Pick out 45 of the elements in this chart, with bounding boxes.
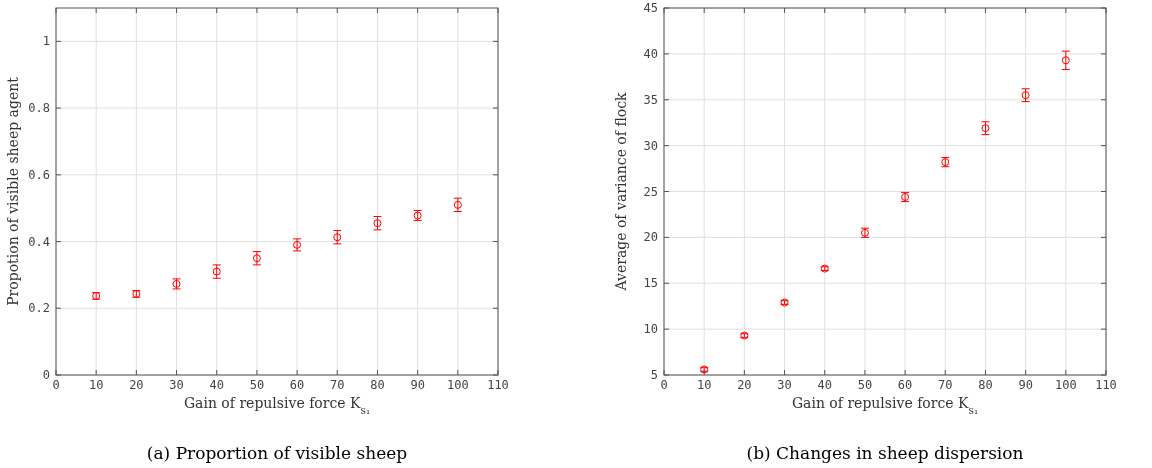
x-tick-label: 10: [696, 378, 712, 392]
y-axis-title: Average of variance of flock: [613, 91, 629, 292]
x-tick-label: 20: [737, 378, 752, 392]
y-axis-title: Propotion of visible sheep agent: [5, 76, 21, 306]
y-tick-label: 45: [643, 1, 658, 15]
x-tick-label: 100: [1054, 378, 1077, 392]
x-tick-label: 90: [1018, 378, 1033, 392]
x-tick-label: 50: [857, 378, 873, 392]
x-tick-label: 70: [330, 378, 345, 392]
x-tick-label: 100: [446, 378, 469, 392]
x-tick-label: 30: [169, 378, 184, 392]
x-tick-label: 40: [817, 378, 832, 392]
x-tick-label: 50: [249, 378, 265, 392]
y-tick-label: 10: [643, 322, 658, 337]
y-tick-label: 1: [42, 34, 50, 49]
y-tick-label: 0.6: [28, 167, 50, 182]
text: (b) Changes in sheep dispersion: [746, 443, 1024, 463]
x-axis-title: Gain of repulsive force K$_{s₁}$: [183, 395, 371, 416]
x-axis-title: Gain of repulsive force K$_{s₁}$: [791, 395, 979, 416]
y-tick-label: 0: [42, 368, 50, 382]
y-tick-label: 5: [650, 368, 658, 382]
x-tick-label: 40: [209, 378, 224, 392]
y-tick-label: 40: [643, 46, 658, 61]
x-tick-label: 80: [978, 378, 993, 392]
y-tick-label: 30: [643, 138, 658, 153]
x-tick-label: 60: [289, 378, 305, 392]
x-tick-label: 10: [88, 378, 104, 392]
x-tick-label: 70: [938, 378, 953, 392]
x-tick-label: 20: [129, 378, 144, 392]
text: (a) Proportion of visible sheep: [146, 443, 408, 463]
y-tick-label: 35: [643, 92, 658, 107]
x-tick-label: 90: [410, 378, 425, 392]
y-tick-label: 0.4: [28, 234, 50, 249]
y-tick-label: 15: [643, 276, 658, 291]
y-tick-label: 25: [643, 184, 658, 199]
x-tick-label: 0: [660, 378, 668, 392]
x-tick-label: 30: [777, 378, 792, 392]
y-tick-label: 0.2: [28, 301, 50, 316]
x-tick-label: 80: [370, 378, 385, 392]
y-tick-label: 20: [643, 230, 658, 245]
x-tick-label: 110: [487, 378, 509, 392]
x-tick-label: 110: [1095, 378, 1117, 392]
x-tick-label: 60: [897, 378, 913, 392]
x-tick-label: 0: [52, 378, 60, 392]
y-tick-label: 0.8: [28, 101, 50, 116]
